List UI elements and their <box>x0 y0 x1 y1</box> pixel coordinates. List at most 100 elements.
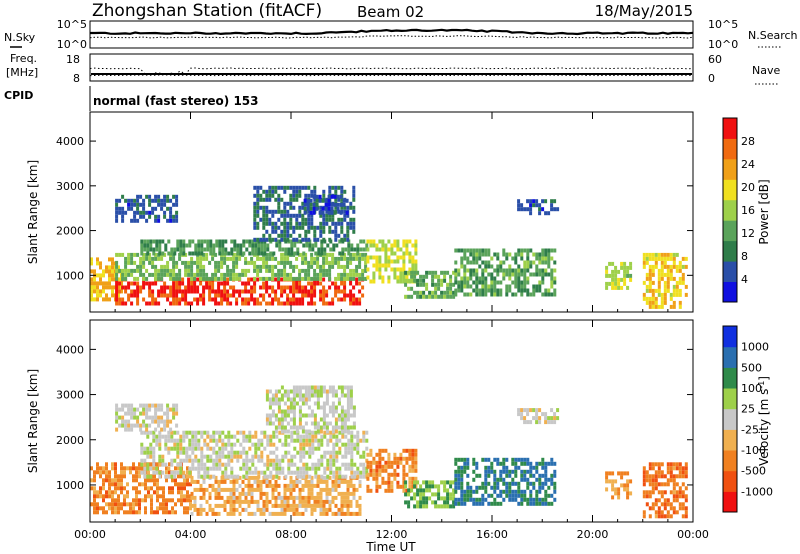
data-cell <box>550 248 554 253</box>
data-cell <box>523 288 527 293</box>
data-cell <box>191 462 195 467</box>
data-cell <box>514 284 518 289</box>
data-cell <box>319 507 323 512</box>
data-cell <box>130 407 134 412</box>
data-cell <box>120 289 123 294</box>
data-cell <box>268 256 272 261</box>
data-cell <box>93 277 96 282</box>
data-cell <box>280 289 284 294</box>
data-cell <box>449 282 453 287</box>
data-cell <box>372 239 376 244</box>
colorbar-segment <box>723 138 737 160</box>
data-cell <box>416 492 420 497</box>
data-cell <box>174 510 177 515</box>
data-cell <box>175 297 179 302</box>
data-cell <box>283 268 287 273</box>
data-cell <box>469 248 473 253</box>
data-cell <box>121 415 125 420</box>
data-cell <box>183 510 186 515</box>
data-cell <box>283 483 287 488</box>
data-cell <box>298 209 302 214</box>
data-cell <box>323 470 327 475</box>
data-cell <box>657 466 661 471</box>
data-cell <box>529 260 533 265</box>
colorbar-segment <box>723 491 737 513</box>
data-cell <box>502 469 506 474</box>
data-cell <box>120 470 123 475</box>
data-cell <box>538 408 542 413</box>
data-cell <box>157 202 161 207</box>
data-cell <box>143 243 147 248</box>
data-cell <box>124 403 128 408</box>
data-cell <box>142 198 146 203</box>
data-cell <box>402 255 406 260</box>
data-cell <box>340 393 344 398</box>
data-cell <box>475 465 479 470</box>
data-cell <box>514 469 518 474</box>
data-cell <box>648 462 652 467</box>
data-cell <box>169 218 173 223</box>
data-cell <box>127 268 131 273</box>
data-cell <box>166 206 170 211</box>
data-cell <box>514 272 518 277</box>
data-cell <box>286 233 290 238</box>
data-cell <box>478 501 482 506</box>
data-cell <box>344 247 348 252</box>
data-cell <box>120 482 123 487</box>
data-cell <box>337 507 341 512</box>
data-cell <box>286 301 290 306</box>
data-cell <box>256 487 260 492</box>
data-cell <box>175 260 179 265</box>
data-cell <box>660 292 664 297</box>
data-cell <box>304 479 308 484</box>
data-cell <box>271 401 275 406</box>
data-cell <box>287 458 291 463</box>
data-cell <box>253 276 257 281</box>
data-cell <box>547 260 551 265</box>
data-cell <box>547 416 551 421</box>
data-cell <box>139 272 143 277</box>
data-cell <box>517 493 521 498</box>
data-cell <box>148 301 152 306</box>
data-cell <box>322 293 326 298</box>
data-cell <box>298 301 302 306</box>
data-cell <box>223 276 227 281</box>
data-cell <box>343 499 347 504</box>
data-cell <box>191 446 195 451</box>
data-cell <box>111 257 114 262</box>
data-cell <box>289 217 293 222</box>
data-cell <box>347 442 351 447</box>
data-cell <box>196 479 200 484</box>
data-cell <box>215 442 219 447</box>
data-cell <box>105 297 108 302</box>
data-cell <box>183 478 186 483</box>
data-cell <box>118 281 122 286</box>
data-cell <box>151 301 155 306</box>
data-cell <box>105 462 108 467</box>
data-cell <box>520 408 524 413</box>
data-cell <box>268 264 272 269</box>
data-cell <box>340 217 344 222</box>
data-cell <box>648 256 652 261</box>
data-cell <box>352 225 356 230</box>
data-cell <box>133 260 137 265</box>
data-cell <box>115 214 119 219</box>
data-cell <box>114 478 117 483</box>
data-cell <box>313 233 317 238</box>
data-cell <box>310 289 314 294</box>
data-cell <box>142 285 146 290</box>
data-cell <box>322 256 326 261</box>
data-cell <box>416 270 420 275</box>
data-cell <box>463 465 467 470</box>
data-cell <box>115 210 119 215</box>
data-cell <box>244 301 248 306</box>
data-cell <box>259 301 263 306</box>
data-cell <box>280 277 284 282</box>
data-cell <box>538 280 542 285</box>
data-cell <box>347 450 351 455</box>
data-cell <box>532 501 536 506</box>
data-cell <box>271 264 275 269</box>
data-cell <box>124 268 128 273</box>
data-cell <box>146 251 150 256</box>
